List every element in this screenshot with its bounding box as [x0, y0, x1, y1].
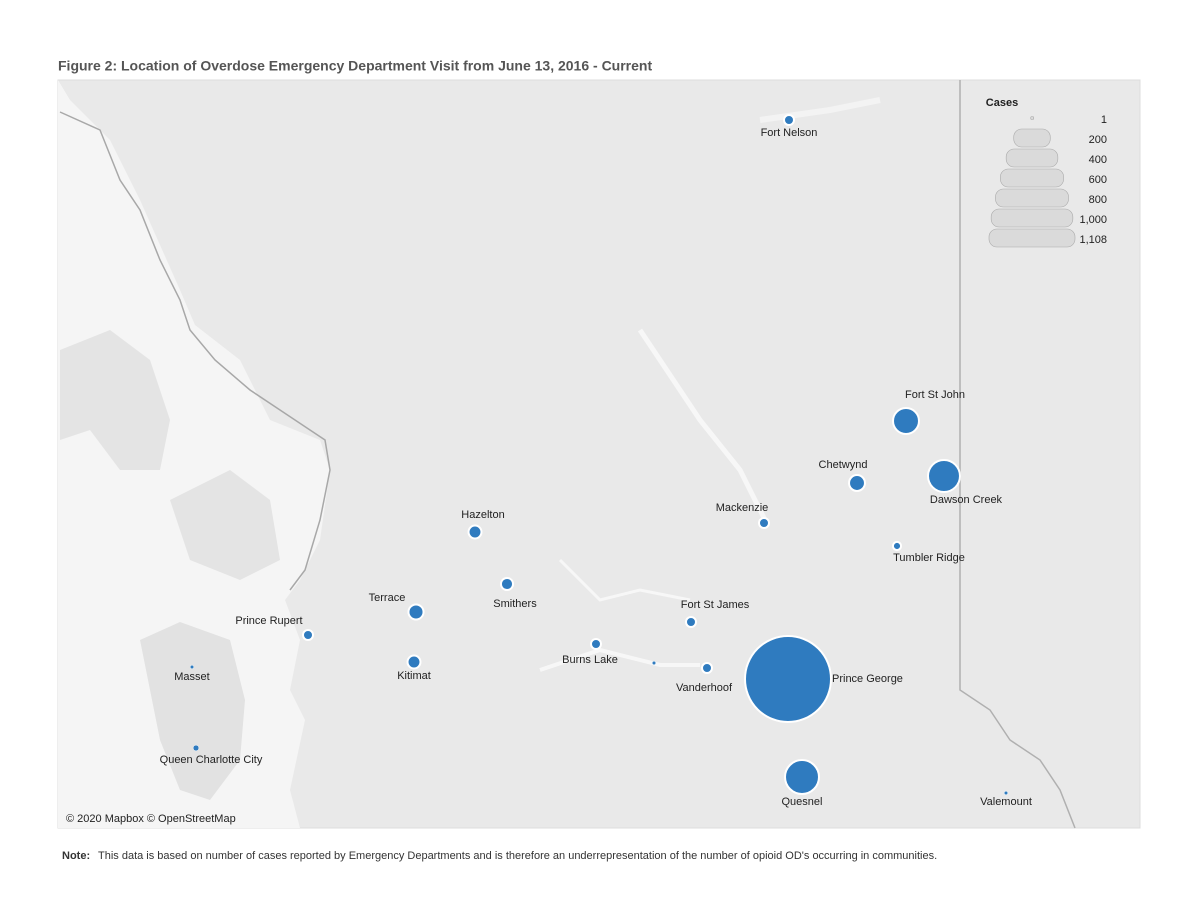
note-label: Note:: [62, 850, 90, 862]
legend-size-label: 800: [1089, 194, 1107, 206]
location-bubble: [892, 407, 920, 435]
location-bubble: [927, 459, 961, 493]
location-bubble: [589, 637, 603, 651]
location-bubble: [757, 516, 771, 530]
figure-title: Figure 2: Location of Overdose Emergency…: [58, 58, 652, 74]
location-bubble: [192, 744, 200, 752]
attribution: © 2020 Mapbox © OpenStreetMap: [66, 813, 236, 825]
location-label: Masset: [174, 671, 209, 683]
location-bubble: [499, 576, 515, 592]
location-label: Burns Lake: [562, 654, 618, 666]
legend-size-label: 1,000: [1079, 214, 1107, 226]
location-bubble: [848, 474, 866, 492]
location-label: Tumbler Ridge: [893, 552, 965, 564]
legend-size-label: 200: [1089, 134, 1107, 146]
legend-size-mark: [1005, 148, 1059, 168]
legend-size-mark: [1013, 128, 1051, 148]
legend-size-mark: [990, 208, 1074, 228]
location-label: Valemount: [980, 796, 1032, 808]
location-bubble: [651, 660, 657, 666]
location-bubble: [467, 524, 483, 540]
map-terrain: [58, 80, 1076, 829]
legend-size-mark: [1000, 168, 1064, 188]
legend-title: Cases: [986, 97, 1018, 109]
location-label: Dawson Creek: [930, 494, 1003, 506]
location-label: Fort Nelson: [761, 127, 818, 139]
location-label: Queen Charlotte City: [160, 754, 263, 766]
location-bubble: [684, 615, 698, 629]
legend-size-label: 1: [1101, 114, 1107, 126]
location-label: Mackenzie: [716, 502, 769, 514]
note-text: This data is based on number of cases re…: [98, 850, 937, 862]
location-bubble: [744, 635, 832, 723]
location-label: Prince George: [832, 673, 903, 685]
location-label: Chetwynd: [819, 459, 868, 471]
legend-size-mark: [1030, 116, 1035, 120]
location-bubble: [1003, 790, 1009, 796]
location-label: Terrace: [369, 592, 406, 604]
location-label: Hazelton: [461, 509, 504, 521]
location-label: Fort St John: [905, 389, 965, 401]
legend-size-mark: [995, 188, 1069, 208]
legend-size-label: 600: [1089, 174, 1107, 186]
location-bubble: [189, 664, 195, 670]
location-label: Quesnel: [782, 796, 823, 808]
location-label: Smithers: [493, 598, 537, 610]
location-label: Fort St James: [681, 599, 750, 611]
location-bubble: [784, 759, 820, 795]
location-bubble: [407, 603, 425, 621]
legend-size-label: 1,108: [1079, 234, 1107, 246]
location-bubble: [891, 540, 903, 552]
location-bubble: [406, 654, 422, 670]
location-label: Kitimat: [397, 670, 431, 682]
location-bubble: [301, 628, 315, 642]
legend-size-mark: [988, 228, 1076, 248]
location-bubble: [782, 113, 796, 127]
location-label: Prince Rupert: [235, 615, 302, 627]
location-bubble: [700, 661, 714, 675]
legend-size-label: 400: [1089, 154, 1107, 166]
location-label: Vanderhoof: [676, 682, 733, 694]
